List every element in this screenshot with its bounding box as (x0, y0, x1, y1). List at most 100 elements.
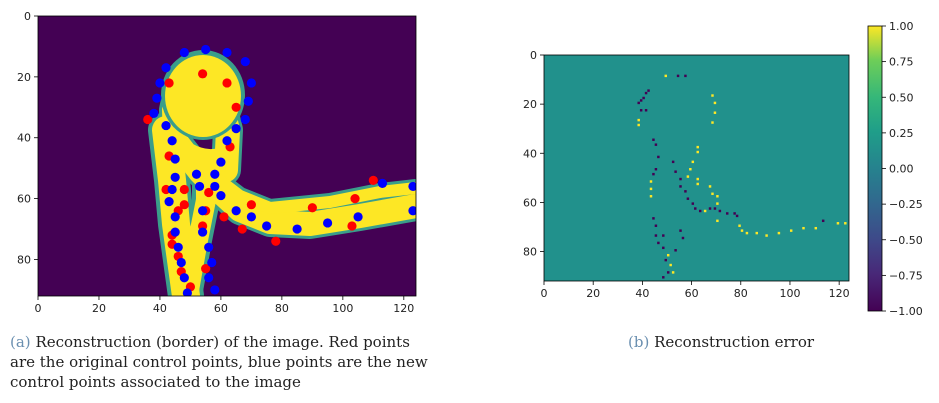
original-control-point (271, 236, 281, 246)
panel-a-x-tick-label: 0 (35, 302, 42, 315)
new-control-point (201, 44, 211, 55)
negative-error-pixel (684, 190, 687, 193)
negative-error-pixel (652, 217, 655, 220)
new-control-point (231, 124, 241, 134)
new-control-point (292, 224, 302, 234)
new-control-points (149, 44, 416, 296)
positive-error-pixels (637, 74, 847, 274)
panel-a-y-tick-label: 20 (17, 71, 31, 84)
new-control-point (194, 181, 205, 192)
positive-error-pixel (713, 111, 717, 114)
new-control-point (179, 47, 189, 58)
negative-error-pixel (657, 155, 660, 159)
new-control-point (182, 288, 192, 296)
caption-b: (b) Reconstruction error (628, 332, 888, 352)
positive-error-pixel (713, 101, 717, 105)
panel-b-background (544, 55, 849, 281)
panel-a-x-axis: 0 20 40 60 80 100 120 (35, 296, 414, 315)
negative-error-pixel (647, 89, 650, 92)
positive-error-pixel (711, 94, 714, 97)
negative-error-pixel (662, 246, 665, 250)
new-control-point (377, 178, 388, 188)
negative-error-pixel (726, 212, 729, 215)
positive-error-pixel (637, 118, 640, 122)
colorbar-tick-label: 0.00 (889, 163, 914, 176)
panel-a-x-tick-label: 40 (153, 302, 167, 315)
negative-error-pixel (698, 209, 702, 213)
new-control-point (408, 206, 416, 216)
panel-b-x-tick-label: 100 (779, 287, 800, 300)
colorbar-tick-label: −0.50 (889, 234, 923, 247)
original-control-point (368, 175, 378, 185)
caption-a: (a) Reconstruction (border) of the image… (10, 332, 430, 392)
original-control-point (350, 194, 360, 204)
caption-b-label: (b) (628, 333, 650, 351)
colorbar-tick-label: −0.25 (889, 198, 923, 211)
positive-error-pixel (716, 195, 719, 198)
positive-error-pixel (740, 229, 744, 232)
original-control-point (231, 102, 241, 112)
negative-error-pixel (654, 224, 658, 227)
caption-b-text: Reconstruction error (654, 333, 815, 351)
new-control-point (164, 197, 174, 207)
negative-error-pixel (681, 236, 685, 240)
negative-error-pixels (637, 74, 825, 279)
original-control-point (307, 203, 317, 213)
negative-error-pixel (684, 74, 687, 78)
colorbar-tick-label: −0.75 (889, 269, 923, 282)
new-control-point (170, 154, 180, 164)
new-control-point (210, 285, 220, 295)
negative-error-pixel (691, 202, 695, 205)
original-control-point (201, 264, 211, 274)
new-control-point (207, 257, 217, 268)
positive-error-pixel (649, 187, 653, 191)
negative-error-pixel (654, 234, 658, 237)
original-control-point (143, 114, 153, 125)
positive-error-pixel (716, 202, 719, 205)
negative-error-pixel (644, 91, 648, 95)
new-control-point (191, 169, 202, 179)
new-control-point (170, 172, 180, 182)
negative-error-pixel (637, 101, 640, 105)
negative-error-pixel (657, 241, 660, 245)
panel-b-y-tick-label: 40 (523, 147, 537, 160)
negative-error-pixel (735, 214, 739, 218)
panel-b-y-axis: 0 20 40 60 80 (523, 49, 544, 259)
colorbar-tick-label: 0.25 (889, 127, 914, 140)
original-control-point (222, 78, 232, 88)
positive-error-pixel (649, 180, 653, 183)
colorbar-tick-label: 0.75 (889, 56, 914, 69)
positive-error-pixel (696, 145, 699, 149)
panel-a-x-tick-label: 20 (92, 302, 106, 315)
new-control-point (204, 242, 214, 252)
colorbar (867, 25, 883, 312)
negative-error-pixel (642, 96, 645, 100)
negative-error-pixel (674, 249, 677, 252)
panel-b-x-tick-label: 80 (734, 287, 748, 300)
panel-a-shape (143, 44, 416, 296)
positive-error-pixel (711, 192, 714, 196)
negative-error-pixel (654, 143, 658, 146)
new-control-point (204, 273, 214, 283)
positive-error-pixel (666, 253, 670, 257)
new-control-point (408, 181, 416, 192)
new-control-point (246, 78, 256, 88)
new-control-point (198, 227, 208, 237)
new-control-point (243, 96, 253, 106)
positive-error-pixel (844, 222, 847, 225)
original-control-point (237, 224, 247, 234)
new-control-point (246, 212, 256, 222)
negative-error-pixel (652, 172, 655, 176)
panel-a-x-tick-label: 80 (275, 302, 289, 315)
negative-error-pixel (821, 219, 825, 223)
new-control-point (167, 136, 177, 146)
panel-b-x-tick-label: 40 (635, 287, 649, 300)
negative-error-pixel (733, 212, 736, 215)
panel-b-y-tick-label: 0 (530, 49, 537, 62)
new-control-point (262, 221, 272, 231)
positive-error-pixel (669, 263, 672, 267)
new-control-point (155, 78, 165, 88)
panel-b-frame (543, 54, 850, 282)
original-control-point (246, 200, 256, 210)
positive-error-pixel (738, 224, 741, 227)
